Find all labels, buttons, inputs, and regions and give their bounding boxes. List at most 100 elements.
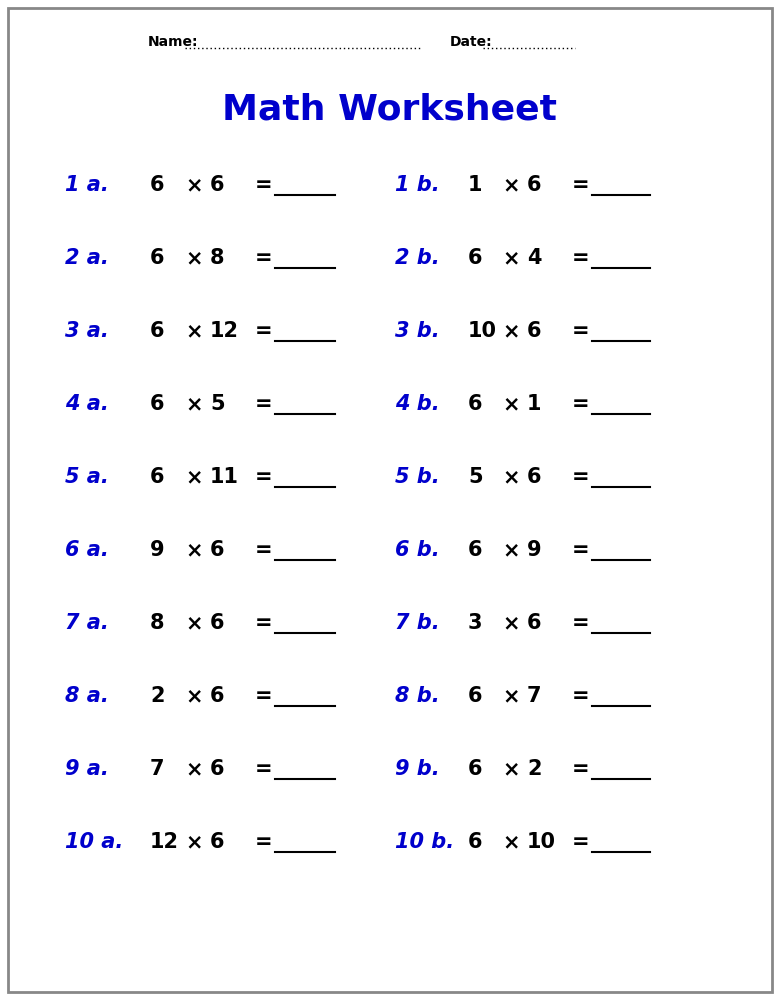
Text: 9 b.: 9 b. — [395, 759, 440, 779]
Text: =: = — [572, 321, 590, 341]
Text: 2: 2 — [150, 686, 165, 706]
Text: 1 a.: 1 a. — [65, 175, 108, 195]
Text: 6: 6 — [468, 759, 483, 779]
Text: 7: 7 — [150, 759, 165, 779]
Text: =: = — [255, 686, 273, 706]
Text: ×: × — [502, 540, 519, 560]
Text: ×: × — [185, 759, 203, 779]
Text: ×: × — [502, 832, 519, 852]
Text: 6: 6 — [527, 613, 541, 633]
Text: 6: 6 — [468, 832, 483, 852]
Text: 5: 5 — [468, 467, 483, 487]
Text: 12: 12 — [210, 321, 239, 341]
Text: 6 b.: 6 b. — [395, 540, 440, 560]
Text: 6: 6 — [210, 686, 225, 706]
Text: ×: × — [502, 467, 519, 487]
Text: 8: 8 — [210, 248, 225, 268]
Text: =: = — [572, 540, 590, 560]
Text: 7: 7 — [527, 686, 541, 706]
Text: ×: × — [185, 613, 203, 633]
Text: =: = — [572, 613, 590, 633]
Text: 4 a.: 4 a. — [65, 394, 108, 414]
Text: 6: 6 — [527, 321, 541, 341]
Text: 8 b.: 8 b. — [395, 686, 440, 706]
Text: 3 a.: 3 a. — [65, 321, 108, 341]
Text: 6: 6 — [468, 248, 483, 268]
Text: 11: 11 — [210, 467, 239, 487]
Text: ×: × — [185, 248, 203, 268]
Text: 6 a.: 6 a. — [65, 540, 108, 560]
Text: 6: 6 — [150, 467, 165, 487]
Text: 9: 9 — [527, 540, 541, 560]
Text: ×: × — [185, 832, 203, 852]
Text: 3: 3 — [468, 613, 483, 633]
Text: 6: 6 — [468, 394, 483, 414]
Text: 8 a.: 8 a. — [65, 686, 108, 706]
Text: 6: 6 — [468, 540, 483, 560]
Text: =: = — [572, 832, 590, 852]
Text: =: = — [255, 321, 273, 341]
Text: 7 b.: 7 b. — [395, 613, 440, 633]
Text: =: = — [255, 759, 273, 779]
Text: 10 a.: 10 a. — [65, 832, 123, 852]
Text: 6: 6 — [150, 321, 165, 341]
Text: ×: × — [502, 759, 519, 779]
Text: 5 a.: 5 a. — [65, 467, 108, 487]
Text: 6: 6 — [210, 759, 225, 779]
Text: 3 b.: 3 b. — [395, 321, 440, 341]
Text: 6: 6 — [210, 175, 225, 195]
Text: =: = — [255, 248, 273, 268]
Text: 2 b.: 2 b. — [395, 248, 440, 268]
Text: 5 b.: 5 b. — [395, 467, 440, 487]
Text: 6: 6 — [468, 686, 483, 706]
Text: 2 a.: 2 a. — [65, 248, 108, 268]
Text: Name:: Name: — [148, 35, 198, 49]
Text: ×: × — [185, 686, 203, 706]
Text: ×: × — [502, 321, 519, 341]
Text: =: = — [255, 832, 273, 852]
Text: ×: × — [185, 467, 203, 487]
Text: =: = — [255, 394, 273, 414]
Text: 10: 10 — [527, 832, 556, 852]
Text: 5: 5 — [210, 394, 225, 414]
Text: 10 b.: 10 b. — [395, 832, 454, 852]
Text: ×: × — [502, 613, 519, 633]
Text: ×: × — [502, 394, 519, 414]
Text: =: = — [572, 248, 590, 268]
Text: ×: × — [185, 321, 203, 341]
Text: 1: 1 — [527, 394, 541, 414]
Text: =: = — [572, 175, 590, 195]
Text: Date:: Date: — [450, 35, 493, 49]
Text: =: = — [255, 540, 273, 560]
Text: 6: 6 — [210, 540, 225, 560]
Text: 12: 12 — [150, 832, 179, 852]
Text: =: = — [572, 686, 590, 706]
Text: 4 b.: 4 b. — [395, 394, 440, 414]
Text: =: = — [255, 467, 273, 487]
Text: 2: 2 — [527, 759, 541, 779]
Text: 6: 6 — [527, 175, 541, 195]
Text: ×: × — [185, 175, 203, 195]
Text: 6: 6 — [150, 394, 165, 414]
Text: 4: 4 — [527, 248, 541, 268]
Text: 1: 1 — [468, 175, 483, 195]
Text: 9 a.: 9 a. — [65, 759, 108, 779]
Text: 7 a.: 7 a. — [65, 613, 108, 633]
Text: =: = — [572, 394, 590, 414]
Text: 8: 8 — [150, 613, 165, 633]
Text: ×: × — [502, 175, 519, 195]
Text: =: = — [255, 613, 273, 633]
Text: 6: 6 — [210, 832, 225, 852]
Text: =: = — [572, 467, 590, 487]
Text: ×: × — [185, 394, 203, 414]
Text: Math Worksheet: Math Worksheet — [222, 93, 558, 127]
Text: 6: 6 — [527, 467, 541, 487]
Text: 6: 6 — [150, 248, 165, 268]
Text: 6: 6 — [150, 175, 165, 195]
Text: =: = — [255, 175, 273, 195]
Text: ×: × — [185, 540, 203, 560]
Text: 9: 9 — [150, 540, 165, 560]
Text: 1 b.: 1 b. — [395, 175, 440, 195]
Text: ×: × — [502, 686, 519, 706]
Text: 6: 6 — [210, 613, 225, 633]
